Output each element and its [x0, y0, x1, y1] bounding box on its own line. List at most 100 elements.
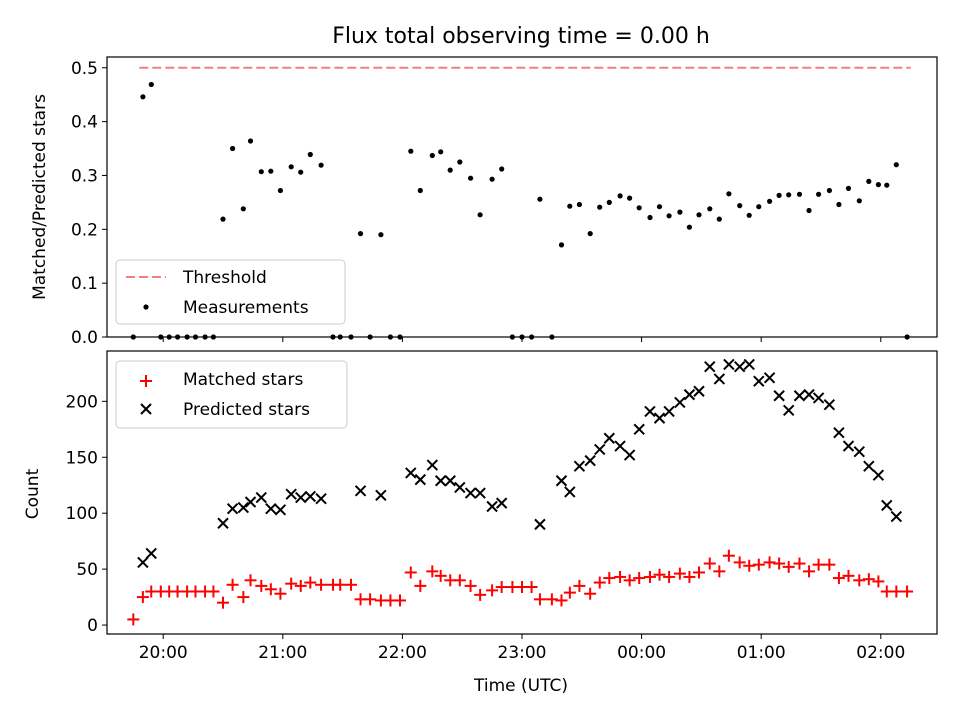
measurement-point	[429, 152, 435, 159]
matched-star-point	[773, 557, 786, 570]
predicted-star-point	[674, 396, 686, 409]
predicted-star-point	[663, 405, 675, 418]
measurement-point	[576, 201, 583, 208]
matched-star-point	[394, 594, 407, 607]
chart-title: Flux total observing time = 0.00 h	[332, 24, 710, 49]
top-y-tick-label: 0.5	[71, 59, 98, 79]
matched-star-point	[237, 591, 250, 604]
predicted-star-point	[713, 373, 726, 385]
measurement-point	[148, 81, 154, 88]
matched-star-point	[434, 569, 447, 582]
matched-star-point	[344, 578, 357, 591]
predicted-star-point	[405, 467, 417, 479]
measurement-point	[796, 191, 803, 197]
predicted-star-point	[534, 518, 546, 531]
measurement-point	[866, 178, 872, 184]
matched-star-point	[623, 574, 636, 587]
predicted-star-point	[644, 405, 656, 418]
measurement-point	[836, 201, 842, 208]
measurement-point	[477, 212, 483, 218]
predicted-star-point	[872, 469, 885, 481]
predicted-star-point	[812, 392, 825, 404]
matched-star-point	[603, 572, 616, 585]
predicted-star-point	[733, 360, 746, 373]
matched-star-point	[136, 591, 149, 604]
x-tick-label: 22:00	[378, 643, 427, 663]
predicted-star-point	[573, 460, 586, 472]
matched-star-point	[453, 574, 466, 587]
measurement-point	[307, 151, 313, 158]
measurement-point	[666, 213, 672, 219]
predicted-star-point	[753, 375, 765, 387]
x-axis-label: Time (UTC)	[473, 676, 568, 696]
matched-star-point	[584, 587, 597, 600]
measurement-point	[707, 206, 713, 212]
predicted-star-point	[237, 501, 250, 514]
legend-matched-swatch	[140, 375, 152, 387]
matched-star-point	[294, 579, 307, 592]
matched-star-point	[486, 584, 499, 597]
legend-predicted-swatch	[140, 403, 152, 415]
measurement-point	[786, 192, 792, 198]
matched-star-point	[862, 573, 875, 586]
measurement-point	[826, 187, 833, 194]
predicted-star-point	[863, 460, 875, 472]
predicted-star-point	[584, 454, 596, 467]
legend-matched-label: Matched stars	[183, 370, 303, 390]
measurement-point	[537, 196, 543, 202]
predicted-star-point	[285, 488, 297, 500]
measurement-point	[247, 138, 254, 144]
predicted-star-point	[265, 503, 277, 515]
predicted-star-point	[486, 500, 498, 513]
measurement-point	[756, 204, 762, 210]
matched-star-point	[334, 578, 347, 591]
predicted-star-point	[137, 556, 149, 569]
predicted-star-point	[803, 388, 815, 401]
predicted-star-point	[693, 385, 705, 397]
matched-star-point	[812, 558, 825, 571]
predicted-star-point	[683, 388, 696, 401]
matched-star-point	[207, 585, 220, 598]
matched-star-point	[364, 593, 377, 606]
measurement-point	[893, 162, 899, 168]
measurement-point	[726, 191, 732, 197]
top-legend: Threshold Measurements	[115, 259, 346, 325]
matched-star-point	[633, 572, 646, 585]
measurement-point	[587, 231, 593, 237]
matched-star-point	[274, 587, 287, 600]
matched-star-point	[495, 581, 508, 594]
matched-star-point	[823, 558, 836, 571]
predicted-star-point	[881, 499, 893, 512]
measurement-point	[696, 212, 702, 218]
matched-star-point	[525, 581, 538, 594]
predicted-star-point	[295, 491, 307, 504]
top-y-tick-label: 0.3	[71, 166, 98, 186]
predicted-star-point	[474, 487, 486, 499]
measurement-point	[277, 187, 283, 194]
matched-star-point	[414, 579, 427, 592]
top-y-tick-label: 0.4	[71, 113, 98, 133]
measurement-point	[686, 224, 693, 230]
measurement-point	[408, 148, 414, 154]
predicted-star-point	[145, 547, 157, 560]
bottom-y-tick-label: 100	[66, 504, 98, 524]
measurement-point	[875, 182, 882, 188]
predicted-star-point	[842, 440, 855, 452]
top-y-tick-label: 0.2	[71, 220, 98, 240]
matched-star-point	[264, 583, 277, 596]
matched-star-point	[464, 579, 477, 592]
predicted-star-point	[444, 475, 456, 487]
measurement-point	[268, 168, 274, 174]
predicted-star-point	[833, 426, 845, 439]
matched-star-point	[663, 570, 676, 583]
matched-star-point	[244, 574, 257, 587]
predicted-star-point	[763, 372, 776, 384]
measurement-point	[417, 187, 423, 194]
matched-star-point	[703, 557, 716, 570]
predicted-star-point	[823, 398, 836, 411]
measurement-point	[240, 206, 246, 212]
predicted-star-point	[555, 475, 568, 487]
matched-star-point	[127, 613, 140, 626]
measurement-point	[776, 192, 782, 198]
bottom-y-tick-label: 50	[76, 560, 98, 580]
